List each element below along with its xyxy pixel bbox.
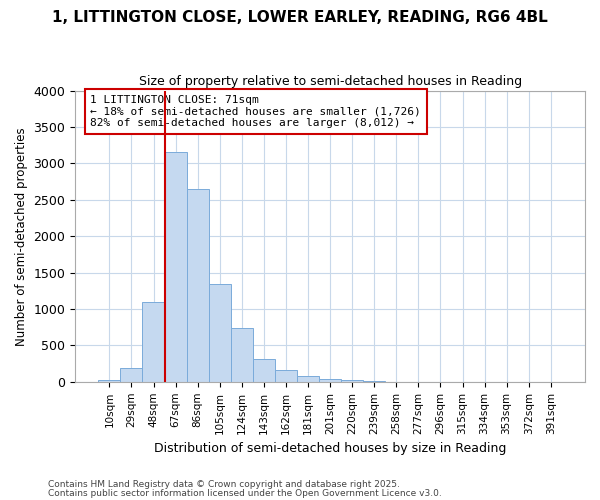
Text: 1, LITTINGTON CLOSE, LOWER EARLEY, READING, RG6 4BL: 1, LITTINGTON CLOSE, LOWER EARLEY, READI… — [52, 10, 548, 25]
Bar — [363, 381, 385, 382]
Bar — [164, 152, 187, 382]
X-axis label: Distribution of semi-detached houses by size in Reading: Distribution of semi-detached houses by … — [154, 442, 506, 455]
Bar — [142, 302, 164, 382]
Bar — [341, 380, 363, 382]
Title: Size of property relative to semi-detached houses in Reading: Size of property relative to semi-detach… — [139, 75, 521, 88]
Bar — [209, 284, 231, 382]
Text: Contains public sector information licensed under the Open Government Licence v3: Contains public sector information licen… — [48, 488, 442, 498]
Bar — [319, 378, 341, 382]
Bar — [253, 359, 275, 382]
Bar — [297, 376, 319, 382]
Y-axis label: Number of semi-detached properties: Number of semi-detached properties — [15, 127, 28, 346]
Bar — [231, 328, 253, 382]
Text: Contains HM Land Registry data © Crown copyright and database right 2025.: Contains HM Land Registry data © Crown c… — [48, 480, 400, 489]
Bar — [187, 189, 209, 382]
Bar — [98, 380, 121, 382]
Text: 1 LITTINGTON CLOSE: 71sqm
← 18% of semi-detached houses are smaller (1,726)
82% : 1 LITTINGTON CLOSE: 71sqm ← 18% of semi-… — [91, 95, 421, 128]
Bar — [275, 370, 297, 382]
Bar — [121, 368, 142, 382]
